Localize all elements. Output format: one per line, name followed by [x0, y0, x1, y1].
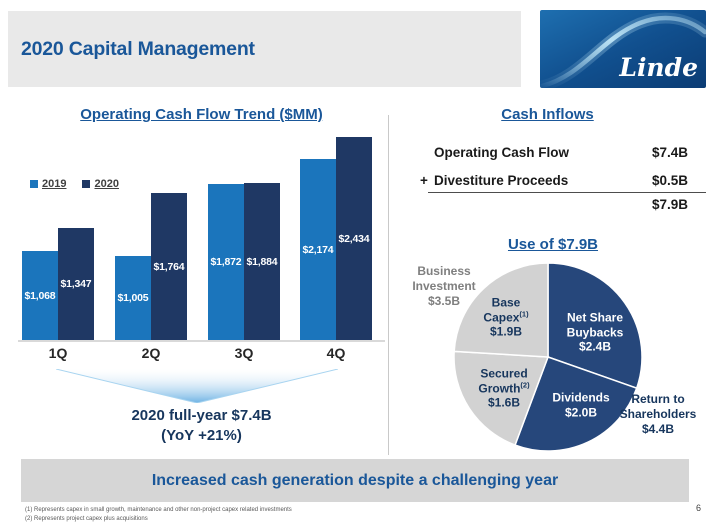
pie-slice-net-share-buybacks [547, 262, 643, 390]
footnote-1: (1) Represents capex in small growth, ma… [25, 507, 292, 513]
summary-arrow-icon [55, 368, 339, 404]
legend-label-2020: 2020 [94, 178, 119, 190]
pie-chart-title: Use of $7.9B [507, 236, 599, 253]
cash-inflows-title: Cash Inflows [501, 106, 594, 123]
annotation-line: Investment [412, 279, 476, 293]
bar-value-label: $2,174 [302, 243, 334, 256]
legend-swatch-2019-icon [30, 180, 38, 188]
linde-logo-graphic: Linde [536, 10, 710, 92]
annotation-return-to-shareholders: Return to Shareholders $4.4B [606, 392, 710, 437]
row-sign [420, 145, 434, 160]
pie-slice-dividends [514, 356, 638, 452]
page-number: 6 [695, 503, 701, 513]
operating-cash-flow-panel: Operating Cash Flow Trend ($MM) 2019 202… [18, 100, 385, 460]
row-label: Operating Cash Flow [434, 145, 570, 160]
footnotes: (1) Represents capex in small growth, ma… [25, 506, 292, 524]
pie-label-base-capex: Base Capex(1) $1.9B [483, 295, 529, 339]
takeaway-banner: Increased cash generation despite a chal… [21, 459, 689, 502]
bar-2020-3q: $1,884 [244, 183, 280, 340]
plus-sign: + [420, 173, 428, 188]
logo-wordmark: Linde [618, 53, 698, 82]
annotation-business-investment: Business Investment $3.5B [400, 264, 488, 309]
pie-label-net-share-buybacks: Net Share Buybacks $2.4B [566, 310, 624, 354]
bar-2019-2q: $1,005 [115, 256, 151, 340]
bar-2020-1q: $1,347 [58, 228, 94, 340]
linde-logo: Linde [536, 10, 710, 92]
bar-chart-title: Operating Cash Flow Trend ($MM) [80, 106, 323, 123]
bar-value-label: $1,347 [60, 278, 92, 290]
bar-value-label: $1,068 [24, 289, 56, 302]
vertical-divider [388, 115, 389, 455]
x-tick-1q: 1Q [48, 345, 68, 361]
pie-slice-secured-growth [453, 350, 550, 447]
row-value: $0.5B [651, 173, 688, 188]
annotation-line: Return to [631, 392, 685, 406]
pie-label-dividends: Dividends $2.0B [552, 390, 610, 420]
bar-value-label: $1,884 [246, 255, 278, 268]
takeaway-text: Increased cash generation despite a chal… [151, 471, 559, 489]
bar-2019-3q: $1,872 [208, 184, 244, 340]
row-label: Divestiture Proceeds [434, 173, 569, 188]
pie-label-secured-growth: Secured Growth(2) $1.6B [478, 366, 530, 410]
bar-value-label: $2,434 [338, 232, 370, 245]
x-tick-2q: 2Q [141, 345, 161, 361]
legend-label-2019: 2019 [42, 178, 67, 190]
bar-2019-1q: $1,068 [22, 251, 58, 340]
annotation-line: $3.5B [427, 294, 461, 308]
bar-value-label: $1,764 [153, 260, 185, 273]
bar-plot: 2019 2020 $1,068 $1,347 $1,005 $1,764 $1,872… [18, 130, 385, 342]
pie-graphic [453, 262, 643, 452]
bar-2020-4q: $2,434 [336, 137, 372, 340]
pie-chart: Net Share Buybacks $2.4B Dividends $2.0B Secu… [453, 262, 643, 452]
slide-title: 2020 Capital Management [21, 37, 255, 60]
header-bar: 2020 Capital Management [8, 11, 521, 87]
inflow-row-operating-cash-flow: Operating Cash Flow $7.4B [420, 145, 688, 160]
bar-chart-legend: 2019 2020 [30, 178, 119, 190]
bar-2019-4q: $2,174 [300, 159, 336, 340]
inflows-total-value: $7.9B [651, 197, 688, 212]
x-tick-3q: 3Q [234, 345, 254, 361]
bar-2020-2q: $1,764 [151, 193, 187, 340]
bar-value-label: $1,005 [117, 292, 149, 304]
full-year-annotation: 2020 full-year $7.4B (YoY +21%) [18, 406, 385, 446]
annotation-line: $4.4B [641, 422, 675, 436]
full-year-line2: (YoY +21%) [161, 427, 242, 444]
sum-divider-line [428, 192, 706, 193]
cash-inflows-panel: Cash Inflows Operating Cash Flow $7.4B +… [400, 100, 710, 460]
legend-swatch-2020-icon [82, 180, 91, 188]
annotation-line: Shareholders [619, 407, 697, 421]
legend-item-2019: 2019 [30, 178, 66, 190]
legend-item-2020: 2020 [82, 178, 119, 190]
footnote-2: (2) Represents project capex plus acquis… [25, 516, 148, 522]
x-tick-4q: 4Q [326, 345, 346, 361]
row-value: $7.4B [651, 145, 688, 160]
pie-slice-base-capex [453, 262, 549, 358]
bar-value-label: $1,872 [210, 256, 242, 268]
inflow-row-divestiture-proceeds: + Divestiture Proceeds $0.5B [420, 173, 688, 188]
full-year-line1: 2020 full-year $7.4B [131, 407, 272, 424]
x-axis-labels: 1Q 2Q 3Q 4Q [18, 345, 385, 361]
logo-swoosh-icon [539, 15, 708, 89]
annotation-line: Business [417, 264, 471, 278]
